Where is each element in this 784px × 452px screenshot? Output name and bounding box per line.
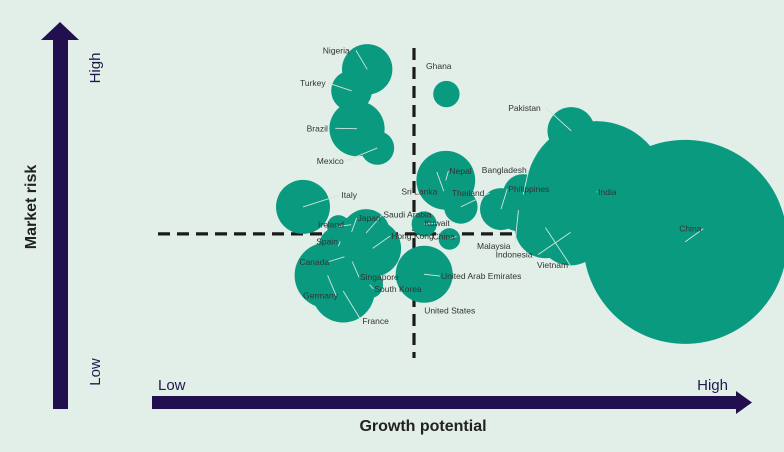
y-axis-title: Market risk	[23, 165, 40, 250]
leader-line	[355, 50, 368, 70]
leader-line	[345, 147, 378, 162]
bubble-mexico	[360, 131, 395, 165]
leader-line	[328, 82, 352, 92]
leader-line	[337, 241, 341, 247]
leader-line	[514, 210, 519, 246]
label-france: France	[362, 316, 389, 326]
leader-line	[365, 214, 383, 234]
leader-line	[460, 192, 490, 208]
label-kuwait: Kuwait	[424, 218, 450, 228]
leader-line	[372, 235, 391, 249]
bubble-vietnam	[514, 197, 577, 259]
label-china: China	[433, 231, 455, 241]
x-axis-arrow-shaft	[152, 396, 738, 409]
label-italy: Italy	[341, 190, 357, 200]
leader-line	[351, 261, 360, 278]
leader-line	[545, 227, 571, 266]
leader-line	[684, 228, 704, 243]
leader-line	[449, 235, 457, 240]
leader-line	[338, 224, 352, 228]
leader-line	[342, 290, 362, 322]
label-nigeria: Nigeria	[323, 45, 350, 55]
label-philippines: Philippines	[508, 184, 549, 194]
label-united-arab-emirates: United Arab Emirates	[441, 271, 521, 281]
label-canada: Canada	[299, 257, 329, 267]
leader-line	[537, 232, 571, 255]
label-united-states: United States	[424, 305, 475, 315]
x-axis-arrowhead	[736, 391, 752, 414]
label-indonesia: Indonesia	[496, 250, 533, 260]
label-ghana: Ghana	[426, 61, 452, 71]
x-axis-low-label: Low	[158, 377, 186, 394]
label-singapore: Singapore	[360, 272, 399, 282]
leader-line	[327, 275, 337, 296]
bubble-ghana	[433, 80, 460, 108]
label-india: India	[598, 187, 617, 197]
label-malaysia: Malaysia	[477, 241, 511, 251]
label-bangladesh: Bangladesh	[482, 165, 527, 175]
label-germany: Germany	[303, 291, 339, 301]
leader-line	[351, 218, 358, 233]
leader-line	[522, 169, 530, 195]
label-brazil: Brazil	[307, 123, 328, 133]
y-axis-arrow-shaft	[53, 38, 68, 409]
label-hong-kong: Hong Kong	[391, 231, 434, 241]
label-ireland: Ireland	[318, 220, 344, 230]
y-axis-high-label: High	[87, 53, 104, 84]
y-axis-arrowhead	[41, 22, 79, 40]
leader-line	[445, 170, 449, 181]
label-spain: Spain	[316, 236, 338, 246]
label-japan: Japan	[358, 213, 381, 223]
label-nepal: Nepal	[449, 166, 471, 176]
leader-line	[436, 171, 445, 192]
label-sri-lanka: Sri Lanka	[401, 186, 437, 196]
bubble-china	[583, 139, 784, 344]
leader-line	[500, 188, 508, 210]
label-mexico: Mexico	[317, 156, 344, 166]
leader-line	[369, 284, 374, 290]
label-turkey: Turkey	[300, 78, 326, 88]
leader-line	[424, 222, 453, 225]
leader-line	[424, 273, 441, 277]
leader-line	[302, 194, 341, 208]
label-vietnam: Vietnam	[537, 260, 568, 270]
label-pakistan: Pakistan	[508, 103, 541, 113]
x-axis-title: Growth potential	[359, 418, 486, 435]
y-axis-low-label: Low	[87, 358, 104, 386]
label-thailand: Thailand	[452, 188, 485, 198]
label-south-korea: South Korea	[374, 284, 422, 294]
leader-line	[327, 256, 345, 263]
leader-line	[545, 107, 572, 132]
x-axis-high-label: High	[697, 377, 728, 394]
label-saudi-arabia: Saudi Arabia	[383, 210, 431, 220]
label-china: China	[679, 224, 701, 234]
